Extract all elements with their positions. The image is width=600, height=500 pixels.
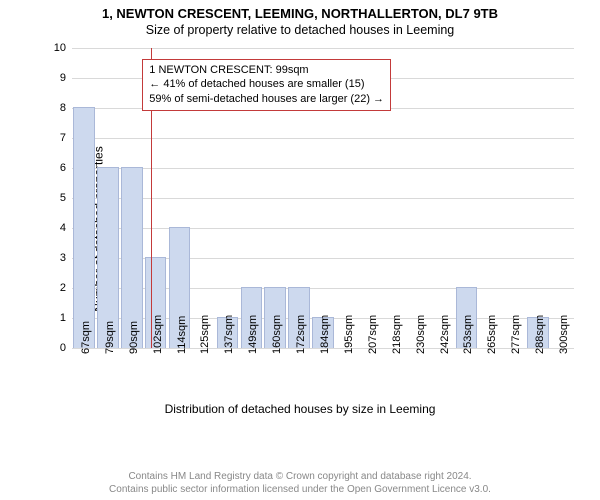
bar-slot: 277sqm — [502, 48, 526, 348]
x-tick-label: 79sqm — [104, 321, 116, 354]
x-tick-label: 253sqm — [462, 315, 474, 354]
y-tick-label: 5 — [60, 192, 72, 204]
x-tick-label: 172sqm — [295, 315, 307, 354]
x-tick-label: 102sqm — [152, 315, 164, 354]
bar-slot: 230sqm — [407, 48, 431, 348]
x-tick-label: 90sqm — [128, 321, 140, 354]
footer-line2: Contains public sector information licen… — [0, 483, 600, 496]
x-tick-label: 300sqm — [558, 315, 570, 354]
y-tick-label: 1 — [60, 312, 72, 324]
x-tick-label: 160sqm — [271, 315, 283, 354]
annotation-line: 1 NEWTON CRESCENT: 99sqm — [149, 63, 384, 78]
x-tick-label: 288sqm — [534, 315, 546, 354]
annotation-line: ← 41% of detached houses are smaller (15… — [149, 77, 384, 92]
y-tick-label: 6 — [60, 162, 72, 174]
x-tick-label: 265sqm — [486, 315, 498, 354]
x-tick-label: 242sqm — [439, 315, 451, 354]
y-tick-label: 9 — [60, 72, 72, 84]
y-tick-label: 4 — [60, 222, 72, 234]
bar-slot: 79sqm — [96, 48, 120, 348]
y-tick-label: 0 — [60, 342, 72, 354]
x-tick-label: 137sqm — [223, 315, 235, 354]
annotation-line: 59% of semi-detached houses are larger (… — [149, 92, 384, 107]
bar-slot: 242sqm — [431, 48, 455, 348]
y-tick-label: 2 — [60, 282, 72, 294]
annotation-box: 1 NEWTON CRESCENT: 99sqm← 41% of detache… — [142, 59, 391, 112]
x-tick-label: 277sqm — [510, 315, 522, 354]
x-tick-label: 184sqm — [319, 315, 331, 354]
x-tick-label: 207sqm — [367, 315, 379, 354]
x-tick-label: 125sqm — [199, 315, 211, 354]
footer-attribution: Contains HM Land Registry data © Crown c… — [0, 470, 600, 496]
bar-slot: 288sqm — [526, 48, 550, 348]
x-tick-label: 149sqm — [247, 315, 259, 354]
y-tick-label: 8 — [60, 102, 72, 114]
page-title-line1: 1, NEWTON CRESCENT, LEEMING, NORTHALLERT… — [0, 0, 600, 21]
plot-region: 01234567891067sqm79sqm90sqm102sqm114sqm1… — [72, 48, 574, 348]
bar-slot: 253sqm — [455, 48, 479, 348]
bar-slot: 67sqm — [72, 48, 96, 348]
chart-area: Number of detached properties 0123456789… — [20, 44, 580, 414]
x-tick-label: 230sqm — [415, 315, 427, 354]
x-tick-label: 218sqm — [391, 315, 403, 354]
bar-slot: 300sqm — [550, 48, 574, 348]
bar — [73, 107, 95, 348]
bar-slot: 90sqm — [120, 48, 144, 348]
x-tick-label: 114sqm — [176, 316, 188, 354]
y-tick-label: 3 — [60, 252, 72, 264]
x-tick-label: 67sqm — [80, 321, 92, 354]
y-tick-label: 10 — [54, 42, 72, 54]
page-title-line2: Size of property relative to detached ho… — [0, 21, 600, 37]
x-axis-label: Distribution of detached houses by size … — [165, 402, 436, 416]
y-tick-label: 7 — [60, 132, 72, 144]
bar-slot: 265sqm — [478, 48, 502, 348]
footer-line1: Contains HM Land Registry data © Crown c… — [0, 470, 600, 483]
x-tick-label: 195sqm — [343, 315, 355, 354]
